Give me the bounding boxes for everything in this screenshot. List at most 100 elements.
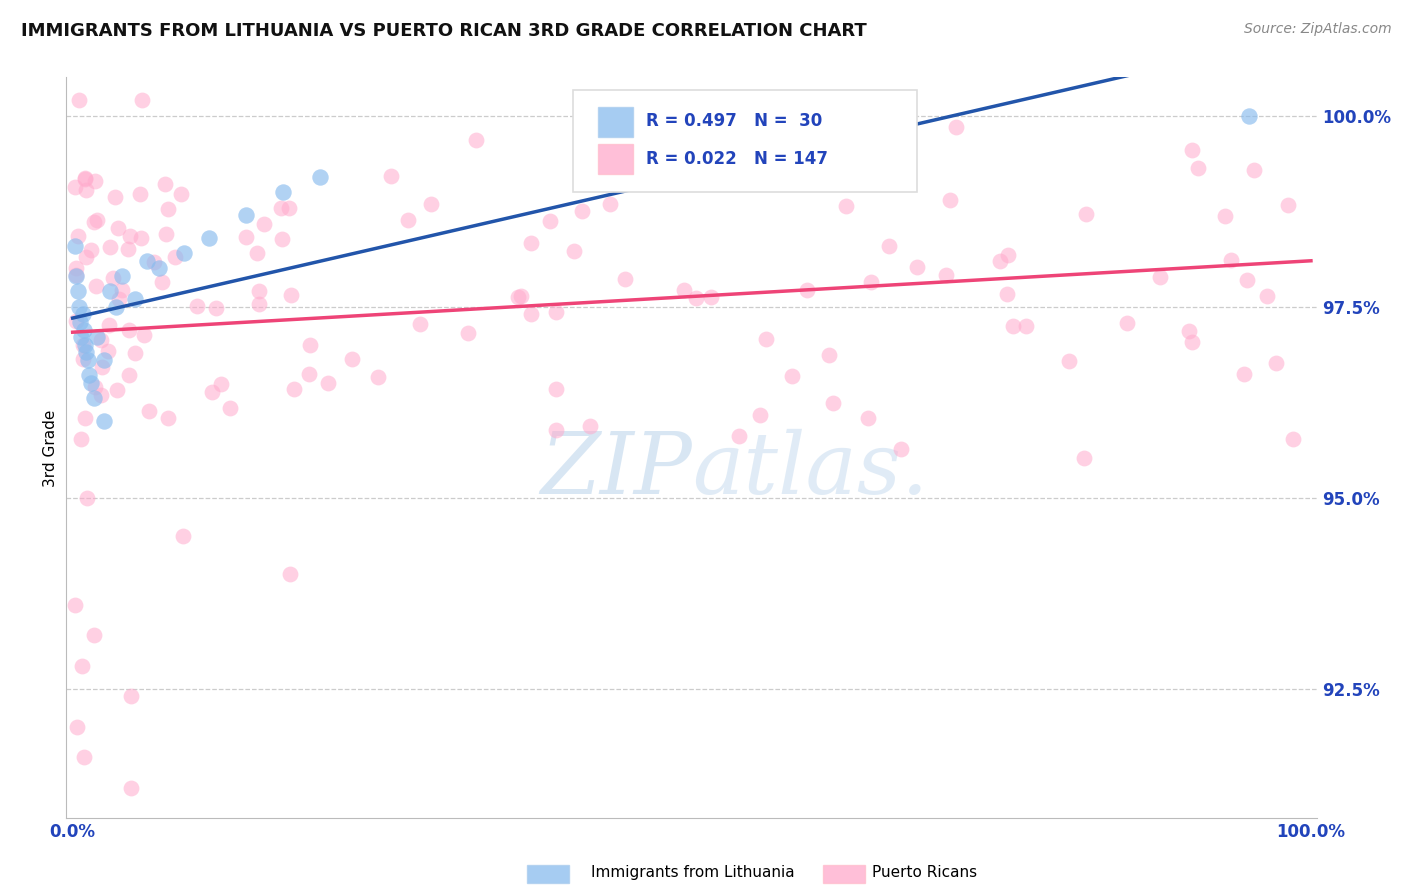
Point bbox=[107, 292, 129, 306]
Point bbox=[748, 408, 770, 422]
Point bbox=[75, 170, 97, 185]
Text: ZIP: ZIP bbox=[540, 429, 692, 511]
Point bbox=[945, 120, 967, 134]
Point bbox=[163, 250, 186, 264]
Point bbox=[63, 238, 86, 252]
Point bbox=[90, 333, 112, 347]
Point bbox=[97, 344, 120, 359]
Point bbox=[157, 202, 180, 216]
Point bbox=[796, 283, 818, 297]
Point bbox=[83, 215, 105, 229]
Point bbox=[124, 292, 146, 306]
Point bbox=[1181, 143, 1204, 157]
Point bbox=[77, 368, 100, 383]
Point bbox=[1181, 334, 1204, 349]
Point bbox=[939, 193, 962, 207]
Point bbox=[155, 227, 177, 242]
Point bbox=[84, 278, 107, 293]
Point bbox=[65, 260, 87, 275]
Point bbox=[219, 401, 242, 416]
Point bbox=[420, 197, 443, 211]
Point bbox=[70, 330, 93, 344]
Point bbox=[1277, 198, 1299, 212]
Point bbox=[67, 229, 90, 244]
Point bbox=[890, 442, 912, 457]
Point bbox=[877, 239, 900, 253]
Point bbox=[173, 246, 195, 260]
Point bbox=[69, 432, 91, 446]
Point bbox=[271, 185, 294, 199]
FancyBboxPatch shape bbox=[574, 90, 917, 193]
Point bbox=[860, 275, 883, 289]
Point bbox=[546, 423, 568, 437]
Point bbox=[755, 332, 778, 346]
Point bbox=[136, 253, 159, 268]
Point bbox=[278, 566, 301, 581]
Point bbox=[76, 353, 98, 368]
Point bbox=[70, 658, 93, 673]
Point bbox=[283, 382, 305, 396]
Point bbox=[247, 297, 270, 311]
Point bbox=[201, 385, 224, 400]
Point bbox=[367, 370, 389, 384]
Point bbox=[672, 284, 695, 298]
Point bbox=[247, 284, 270, 298]
Point bbox=[105, 383, 128, 397]
Point bbox=[120, 690, 142, 704]
Text: R = 0.497   N =  30: R = 0.497 N = 30 bbox=[645, 112, 821, 130]
Point bbox=[98, 240, 121, 254]
Point bbox=[1178, 324, 1201, 338]
Point bbox=[153, 177, 176, 191]
Point bbox=[73, 338, 96, 352]
Point bbox=[1282, 433, 1305, 447]
Point bbox=[1187, 161, 1209, 175]
Y-axis label: 3rd Grade: 3rd Grade bbox=[44, 409, 58, 487]
Point bbox=[86, 213, 108, 227]
Point bbox=[97, 318, 120, 332]
Point bbox=[75, 171, 97, 186]
Point bbox=[270, 202, 292, 216]
Point bbox=[129, 187, 152, 202]
Point bbox=[571, 203, 593, 218]
Point bbox=[457, 326, 479, 340]
Point bbox=[875, 158, 897, 172]
Point bbox=[1073, 451, 1095, 466]
Point bbox=[988, 253, 1011, 268]
Point bbox=[544, 305, 567, 319]
Text: atlas.: atlas. bbox=[692, 429, 928, 511]
Point bbox=[1220, 252, 1243, 267]
Text: IMMIGRANTS FROM LITHUANIA VS PUERTO RICAN 3RD GRADE CORRELATION CHART: IMMIGRANTS FROM LITHUANIA VS PUERTO RICA… bbox=[21, 22, 868, 40]
Point bbox=[935, 268, 957, 282]
Point bbox=[98, 285, 121, 299]
Point bbox=[380, 169, 402, 183]
Point bbox=[69, 315, 91, 329]
Point bbox=[111, 283, 134, 297]
Point bbox=[835, 199, 858, 213]
Point bbox=[280, 288, 302, 302]
Point bbox=[821, 94, 844, 108]
Point bbox=[271, 232, 294, 246]
Point bbox=[818, 348, 841, 362]
Point bbox=[856, 411, 879, 425]
Point bbox=[780, 369, 803, 384]
Point bbox=[538, 213, 561, 227]
Point bbox=[1074, 207, 1097, 221]
Point bbox=[1149, 270, 1171, 285]
Point bbox=[65, 268, 87, 283]
Point bbox=[995, 287, 1018, 301]
Point bbox=[235, 208, 257, 222]
Text: Source: ZipAtlas.com: Source: ZipAtlas.com bbox=[1244, 22, 1392, 37]
Point bbox=[75, 345, 97, 359]
Point bbox=[65, 268, 87, 283]
Point bbox=[111, 268, 134, 283]
Point bbox=[1237, 109, 1260, 123]
Text: R = 0.022   N = 147: R = 0.022 N = 147 bbox=[645, 150, 828, 168]
Point bbox=[65, 314, 87, 328]
Point bbox=[63, 180, 86, 194]
Point bbox=[67, 300, 90, 314]
Point bbox=[520, 236, 543, 251]
Point bbox=[84, 174, 107, 188]
Point bbox=[703, 122, 725, 136]
Point bbox=[172, 529, 194, 543]
FancyBboxPatch shape bbox=[598, 145, 633, 174]
